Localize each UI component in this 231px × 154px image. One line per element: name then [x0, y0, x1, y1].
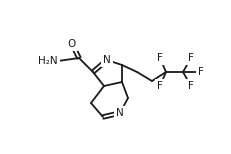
Text: F: F — [197, 67, 203, 77]
Text: O: O — [68, 39, 76, 49]
Text: F: F — [187, 53, 193, 63]
Text: F: F — [156, 81, 162, 91]
Text: H₂N: H₂N — [38, 56, 58, 66]
Text: F: F — [156, 53, 162, 63]
Text: N: N — [103, 55, 110, 65]
Text: F: F — [187, 81, 193, 91]
Text: N: N — [116, 108, 123, 118]
